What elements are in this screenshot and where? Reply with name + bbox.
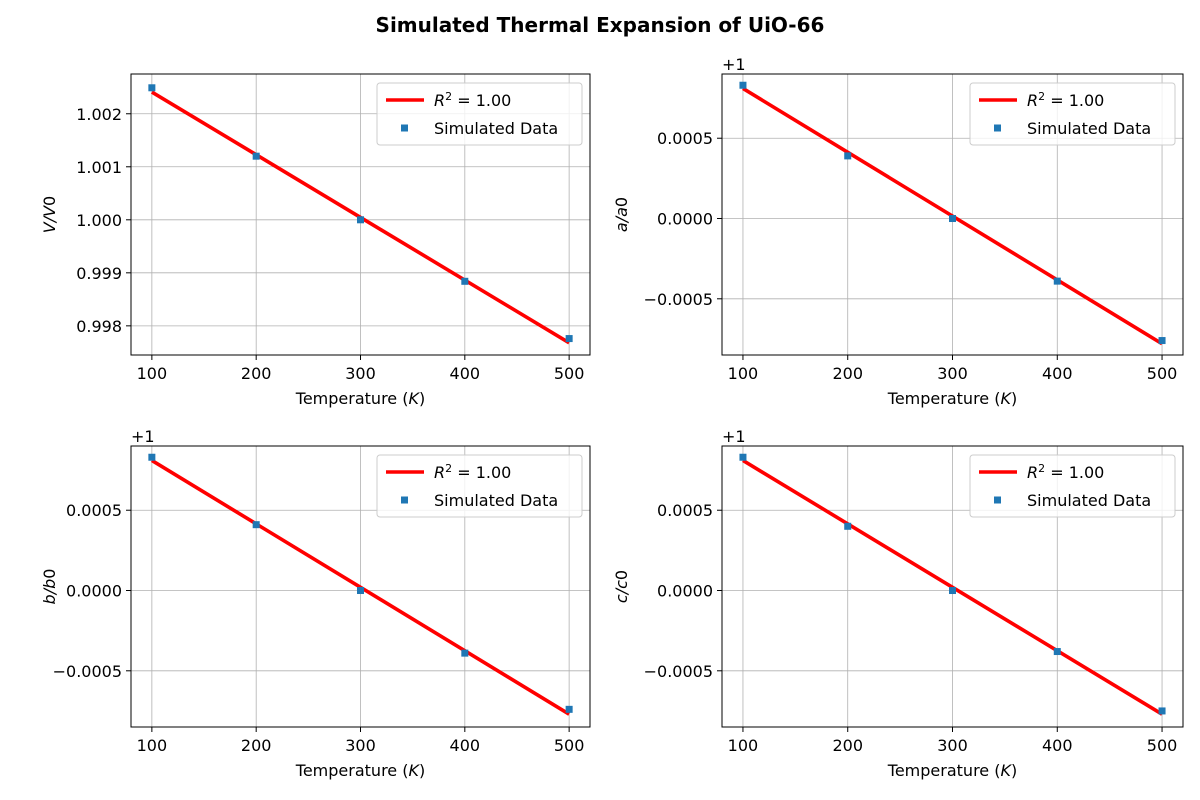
legend-label: R2 = 1.00 <box>1027 90 1104 111</box>
data-point <box>1053 277 1061 285</box>
x-tick-label: 200 <box>832 364 863 383</box>
data-point <box>844 152 852 160</box>
x-axis-label: Temperature (K) <box>887 761 1017 780</box>
subplot-4: 100 200 300 400 500 −0.0005 0.0000 0.0005 +1 Temp… <box>612 427 1184 780</box>
x-tick-label: 300 <box>345 736 376 755</box>
legend-marker-swatch <box>994 496 1001 504</box>
x-tick-label: 200 <box>832 736 863 755</box>
legend-box <box>969 454 1176 518</box>
figure-title: Simulated Thermal Expansion of UiO-66 <box>376 13 825 37</box>
legend-marker-swatch <box>994 124 1001 132</box>
legend-label: R2 = 1.00 <box>434 462 511 483</box>
legend: R2 = 1.00 Simulated Data <box>969 454 1176 518</box>
y-tick-label: −0.0005 <box>644 290 713 309</box>
y-tick-label: −0.0005 <box>644 662 713 681</box>
legend-marker-swatch <box>401 496 408 504</box>
x-tick-label: 300 <box>345 364 376 383</box>
x-tick-label: 100 <box>728 736 759 755</box>
legend-box <box>376 454 583 518</box>
y-axis-label: b/b0 <box>40 569 59 605</box>
y-tick-label: 0.0005 <box>657 501 713 520</box>
data-point <box>357 216 364 224</box>
y-axis-label: V/V0 <box>40 196 59 233</box>
legend-label: Simulated Data <box>434 119 558 138</box>
subplot-1: 100 200 300 400 500 0.998 0.999 1.000 1.001 1.002… <box>40 73 591 408</box>
x-tick-label: 100 <box>137 736 168 755</box>
y-tick-label: 0.0005 <box>657 129 713 148</box>
data-point <box>565 705 573 713</box>
legend: R2 = 1.00 Simulated Data <box>376 82 583 146</box>
legend-label: Simulated Data <box>1027 119 1151 138</box>
data-point <box>1158 707 1166 715</box>
data-point <box>565 335 573 343</box>
x-axis-label: Temperature (K) <box>295 761 425 780</box>
data-point <box>1053 648 1061 656</box>
x-axis-label: Temperature (K) <box>295 389 425 408</box>
data-point <box>949 215 956 223</box>
y-offset-label: +1 <box>722 427 746 446</box>
x-tick-label: 400 <box>450 364 481 383</box>
x-tick-label: 500 <box>1147 364 1178 383</box>
y-tick-label: 0.0005 <box>66 501 122 520</box>
data-point <box>148 453 156 461</box>
legend-box <box>376 82 583 146</box>
x-tick-label: 300 <box>937 364 968 383</box>
y-tick-label: 0.0000 <box>657 210 713 229</box>
data-point <box>739 81 747 89</box>
x-tick-label: 200 <box>241 736 272 755</box>
x-tick-label: 100 <box>728 364 759 383</box>
y-tick-label: 1.002 <box>76 105 122 124</box>
legend: R2 = 1.00 Simulated Data <box>376 454 583 518</box>
data-point <box>148 84 156 92</box>
y-tick-label: 1.001 <box>76 158 122 177</box>
y-offset-label: +1 <box>131 427 155 446</box>
data-point <box>949 587 956 595</box>
legend-marker-swatch <box>401 124 408 132</box>
x-tick-label: 100 <box>137 364 168 383</box>
data-point <box>739 453 747 461</box>
y-axis-label: a/a0 <box>612 197 631 232</box>
x-tick-label: 400 <box>1042 736 1073 755</box>
y-axis-label: c/c0 <box>612 570 631 603</box>
subplot-2: 100 200 300 400 500 −0.0005 0.0000 0.0005 +1 Temp… <box>612 55 1184 408</box>
y-tick-label: 0.999 <box>76 264 122 283</box>
y-tick-label: 1.000 <box>76 211 122 230</box>
data-point <box>252 152 260 160</box>
data-point <box>461 649 469 657</box>
legend-label: R2 = 1.00 <box>434 90 511 111</box>
subplot-3: 100 200 300 400 500 −0.0005 0.0000 0.0005 +1 Temp… <box>40 427 591 780</box>
data-point <box>357 587 364 595</box>
y-tick-label: 0.998 <box>76 317 122 336</box>
x-tick-label: 200 <box>241 364 272 383</box>
legend-label: Simulated Data <box>434 491 558 510</box>
x-tick-label: 500 <box>554 736 585 755</box>
y-tick-label: 0.0000 <box>657 582 713 601</box>
data-point <box>461 277 469 285</box>
x-tick-label: 400 <box>450 736 481 755</box>
y-tick-label: −0.0005 <box>53 662 122 681</box>
x-tick-label: 500 <box>554 364 585 383</box>
x-tick-label: 400 <box>1042 364 1073 383</box>
legend-label: Simulated Data <box>1027 491 1151 510</box>
data-point <box>252 521 260 529</box>
data-point <box>1158 337 1166 345</box>
legend: R2 = 1.00 Simulated Data <box>969 82 1176 146</box>
legend-box <box>969 82 1176 146</box>
legend-label: R2 = 1.00 <box>1027 462 1104 483</box>
x-tick-label: 500 <box>1147 736 1178 755</box>
data-point <box>844 522 852 530</box>
y-offset-label: +1 <box>722 55 746 74</box>
x-axis-label: Temperature (K) <box>887 389 1017 408</box>
y-tick-label: 0.0000 <box>66 582 122 601</box>
x-tick-label: 300 <box>937 736 968 755</box>
